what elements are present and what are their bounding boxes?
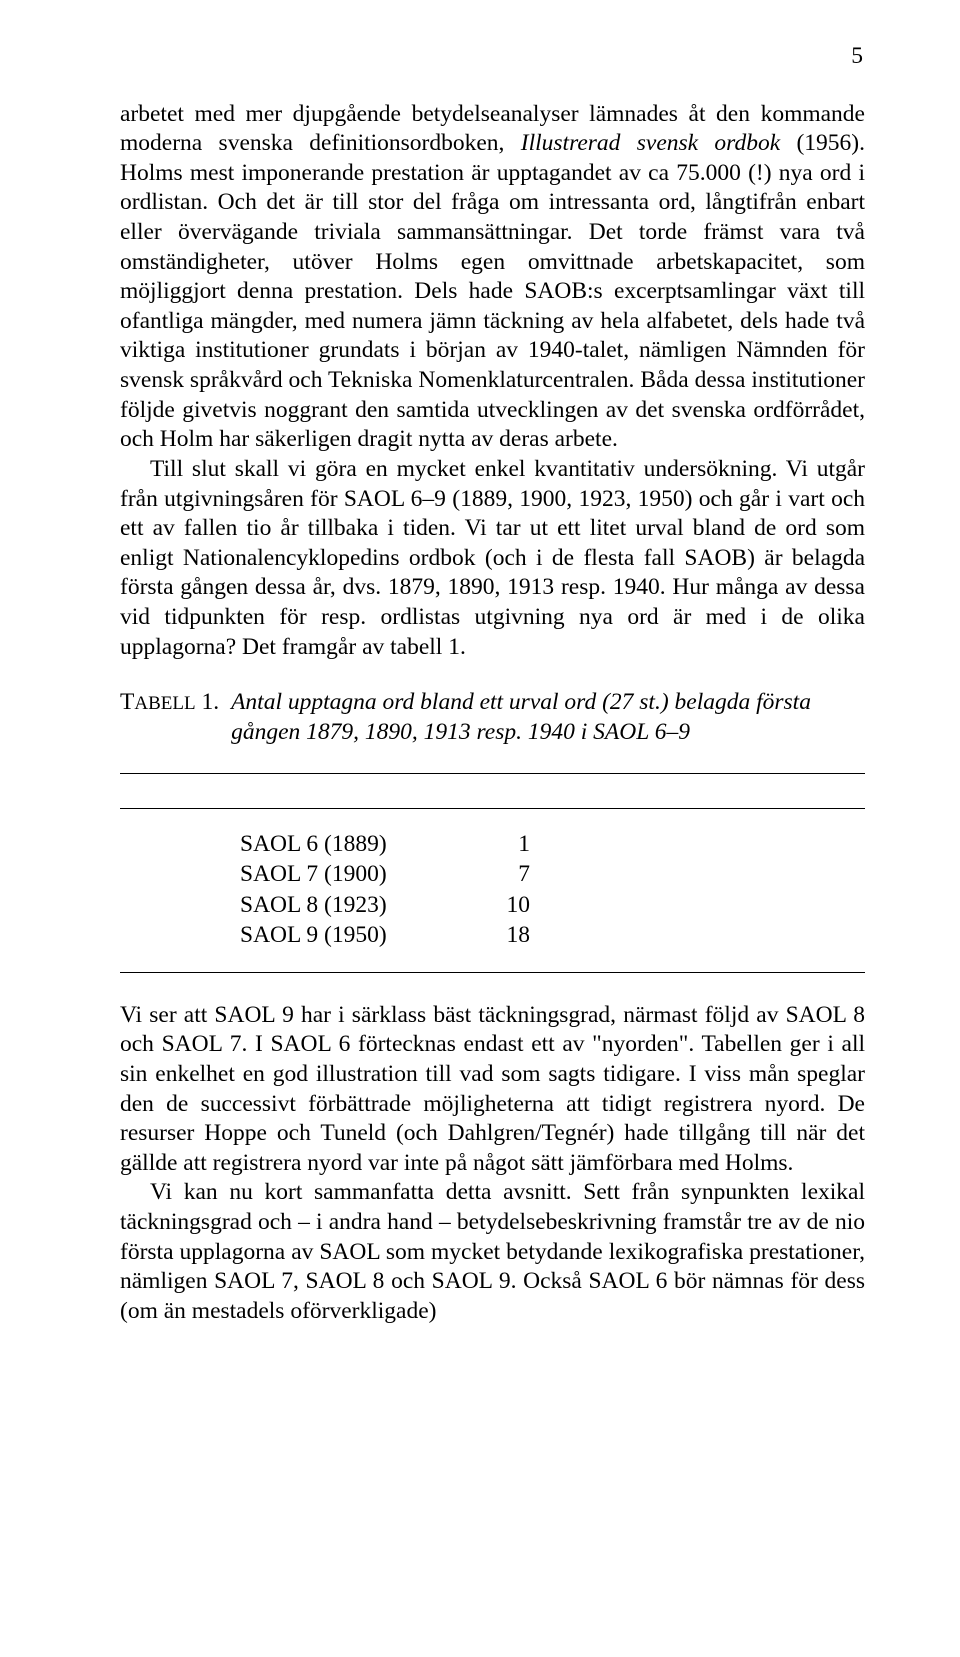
paragraph-3: Vi ser att SAOL 9 har i särklass bäst tä… — [120, 1001, 865, 1179]
table1-row3-value: 18 — [470, 920, 530, 950]
table1-label-smallcaps: ABELL — [134, 693, 195, 714]
table-row: SAOL 8 (1923) 10 — [240, 890, 530, 920]
paragraph-2: Till slut skall vi göra en mycket enkel … — [120, 455, 865, 662]
table1-data: SAOL 6 (1889) 1 SAOL 7 (1900) 7 SAOL 8 (… — [240, 829, 530, 949]
table1-label: TABELL 1. — [120, 688, 231, 747]
table-row: SAOL 6 (1889) 1 — [240, 829, 530, 859]
paragraph-4: Vi kan nu kort sammanfatta detta avsnitt… — [120, 1178, 865, 1326]
page-number: 5 — [120, 42, 863, 72]
para1-italic-title: Illustrerad svensk ordbok — [521, 130, 780, 156]
table-row: SAOL 7 (1900) 7 — [240, 859, 530, 889]
table1-row1-value: 7 — [470, 859, 530, 889]
table1-caption-text: Antal upptagna ord bland ett urval ord (… — [231, 688, 865, 747]
table1-caption: TABELL 1. Antal upptagna ord bland ett u… — [120, 688, 865, 747]
table-row: SAOL 9 (1950) 18 — [240, 920, 530, 950]
table1-row0-label: SAOL 6 (1889) — [240, 829, 470, 859]
table1-label-num: 1. — [196, 689, 220, 715]
table1-row2-value: 10 — [470, 890, 530, 920]
table1-row3-label: SAOL 9 (1950) — [240, 920, 470, 950]
table1-row1-label: SAOL 7 (1900) — [240, 859, 470, 889]
table1-row2-label: SAOL 8 (1923) — [240, 890, 470, 920]
para1-text-b: (1956). Holms mest imponerande prestatio… — [120, 130, 865, 452]
table1: SAOL 6 (1889) 1 SAOL 7 (1900) 7 SAOL 8 (… — [120, 773, 865, 972]
table1-row0-value: 1 — [470, 829, 530, 859]
table1-label-cap: T — [120, 689, 134, 715]
paragraph-1: arbetet med mer djupgående betydelseanal… — [120, 100, 865, 455]
